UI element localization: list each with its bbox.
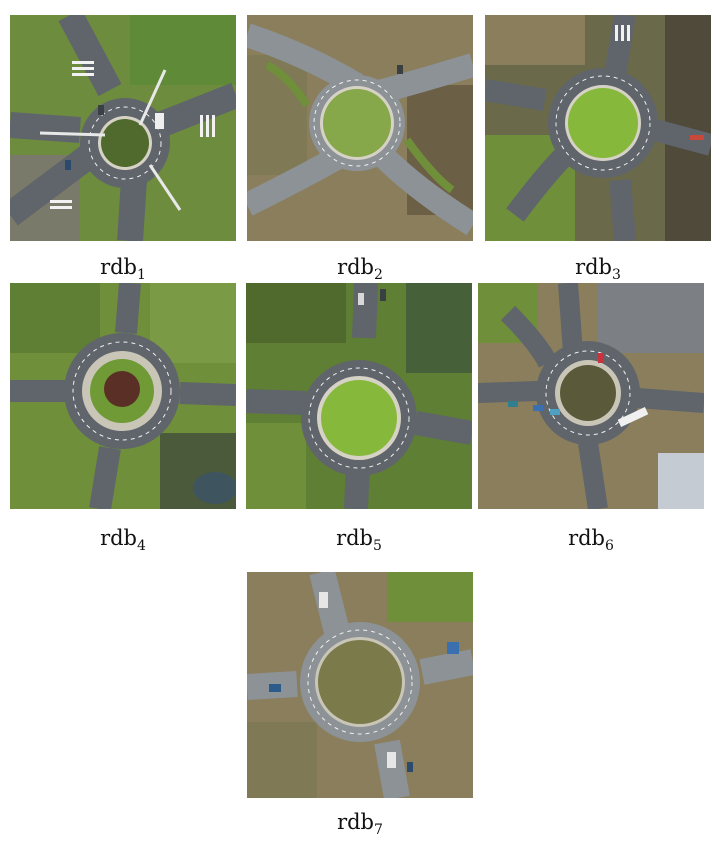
roundabout-rdb5-illustration xyxy=(246,283,472,509)
caption-rdb1: rdb1 xyxy=(100,255,146,284)
caption-rdb7: rdb7 xyxy=(337,810,383,839)
caption-rdb6: rdb6 xyxy=(568,526,614,555)
aerial-photo-rdb3 xyxy=(485,15,711,241)
roundabout-rdb2-illustration xyxy=(247,15,473,241)
roundabout-rdb1-illustration xyxy=(10,15,236,241)
aerial-photo-rdb6 xyxy=(478,283,704,509)
caption-rdb2: rdb2 xyxy=(337,255,383,284)
roundabout-rdb4-illustration xyxy=(10,283,236,509)
caption-rdb5: rdb5 xyxy=(336,526,382,555)
roundabout-rdb7-illustration xyxy=(247,572,473,798)
aerial-photo-rdb4 xyxy=(10,283,236,509)
roundabout-rdb3-illustration xyxy=(485,15,711,241)
caption-rdb4: rdb4 xyxy=(100,526,146,555)
aerial-photo-rdb1 xyxy=(10,15,236,241)
aerial-photo-rdb5 xyxy=(246,283,472,509)
roundabout-rdb6-illustration xyxy=(478,283,704,509)
caption-rdb3: rdb3 xyxy=(575,255,621,284)
aerial-photo-rdb7 xyxy=(247,572,473,798)
aerial-photo-rdb2 xyxy=(247,15,473,241)
